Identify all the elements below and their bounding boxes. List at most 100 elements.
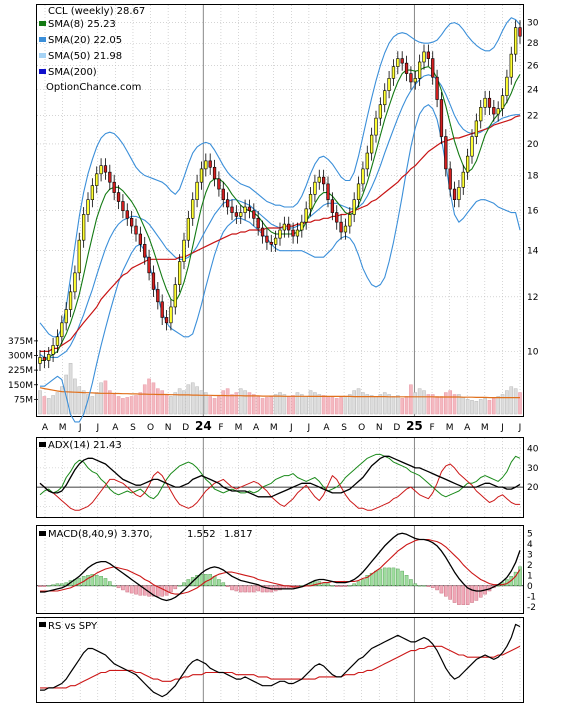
volume-bar xyxy=(129,396,134,415)
price-tick-label: 24 xyxy=(527,85,539,95)
volume-bar xyxy=(73,378,77,415)
candle-body xyxy=(444,136,448,170)
candle-body xyxy=(99,165,103,175)
candle-body xyxy=(143,244,147,258)
x-tick-label: A xyxy=(42,423,49,433)
macd-histogram-bar xyxy=(374,570,378,586)
candle-body xyxy=(55,336,60,346)
ticker-title: CCL (weekly) 28.67 xyxy=(48,6,145,17)
volume-bar xyxy=(230,394,234,415)
volume-bar xyxy=(474,401,479,415)
adx-tick-label: 20 xyxy=(527,483,539,493)
volume-bar xyxy=(265,397,269,415)
macd-histogram-bar xyxy=(278,585,282,591)
candle-body xyxy=(265,235,269,243)
macd-histogram-bar xyxy=(94,575,99,586)
macd-tick-label: 3 xyxy=(527,550,533,560)
candle-body xyxy=(282,223,287,231)
x-tick-label: M xyxy=(235,423,243,433)
macd-histogram-bar xyxy=(361,579,365,586)
candle-body xyxy=(177,261,182,285)
candle-body xyxy=(369,134,374,154)
volume-bar xyxy=(400,398,404,415)
volume-bar xyxy=(513,388,518,415)
candle-layer xyxy=(38,20,522,372)
legend-swatch-sma8 xyxy=(39,21,46,26)
macd-histogram-bar xyxy=(387,567,391,586)
candle-body xyxy=(169,306,173,324)
volume-ma-line xyxy=(39,387,520,399)
macd-histogram-bar xyxy=(199,574,204,586)
volume-bar xyxy=(439,396,444,415)
macd-histogram-bar xyxy=(461,585,466,605)
volume-bar xyxy=(352,390,356,415)
volume-bar xyxy=(378,394,383,415)
macd-histogram-bar xyxy=(352,583,356,586)
candle-body xyxy=(38,357,42,364)
candle-body xyxy=(60,322,64,338)
candle-body xyxy=(374,117,378,136)
legend-sma8: SMA(8) 25.23 xyxy=(48,19,116,30)
macd-histogram-bar xyxy=(90,574,95,586)
volume-bar xyxy=(94,392,99,415)
x-tick-label: N xyxy=(165,423,172,433)
macd-histogram-bar xyxy=(260,585,265,593)
rs-ma-line xyxy=(40,645,521,689)
candle-body xyxy=(509,53,513,78)
candle-body xyxy=(308,194,313,210)
candle-body xyxy=(147,256,151,274)
candle-body xyxy=(518,27,522,37)
adx-line xyxy=(39,455,521,498)
rs-panel-frame xyxy=(36,617,524,703)
candle-body xyxy=(151,272,156,290)
macd-histogram-bar xyxy=(238,585,243,593)
volume-bar xyxy=(46,398,51,415)
x-tick-label: F xyxy=(429,423,434,433)
macd-histogram-bar xyxy=(400,570,404,586)
legend-sma50: SMA(50) 21.98 xyxy=(48,51,122,62)
candle-body xyxy=(321,176,326,185)
volume-bar xyxy=(151,382,156,415)
x-tick-label: M xyxy=(270,423,278,433)
macd-signal-line xyxy=(40,538,521,595)
volume-bar xyxy=(509,386,514,415)
price-tick-label: 12 xyxy=(527,293,538,303)
candle-body xyxy=(129,217,134,227)
candle-body xyxy=(73,272,77,293)
candle-body xyxy=(304,208,308,223)
volume-bar xyxy=(361,392,365,415)
candle-body xyxy=(383,90,387,106)
macd-histogram-bar xyxy=(339,585,343,587)
macd-histogram-bar xyxy=(417,585,422,587)
candle-body xyxy=(339,221,343,233)
candle-body xyxy=(300,221,304,231)
macd-histogram-bar xyxy=(413,583,418,586)
volume-bar xyxy=(356,388,361,415)
candle-body xyxy=(199,168,204,183)
volume-bar xyxy=(169,396,173,415)
macd-histogram-bar xyxy=(252,585,256,593)
macd-histogram-bar xyxy=(313,581,317,586)
macd-hist-value: 1.817 xyxy=(224,529,253,540)
macd-histogram-bar xyxy=(134,585,138,595)
macd-histogram-bar xyxy=(195,575,199,586)
candle-body xyxy=(230,206,234,213)
candle-body xyxy=(409,73,413,83)
macd-signal-value: 1.552 xyxy=(187,529,216,540)
candle-body xyxy=(47,354,51,361)
candle-body xyxy=(470,136,474,157)
volume-tick-label: 300M xyxy=(8,352,33,362)
candle-body xyxy=(160,301,164,318)
volume-bar xyxy=(156,388,160,415)
candle-body xyxy=(186,217,191,241)
candle-body xyxy=(77,239,81,274)
price-tick-label: 26 xyxy=(527,61,539,71)
di-minus-line xyxy=(39,463,520,511)
candle-body xyxy=(496,108,500,115)
candle-body xyxy=(335,212,339,223)
volume-bar xyxy=(252,394,256,415)
x-tick-label: M xyxy=(59,423,67,433)
candle-body xyxy=(330,199,335,213)
candle-body xyxy=(116,192,121,202)
volume-bar xyxy=(487,400,492,415)
